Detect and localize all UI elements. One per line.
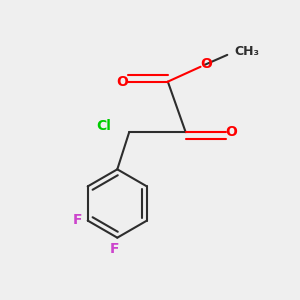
Text: O: O <box>225 125 237 139</box>
Text: O: O <box>116 75 128 88</box>
Text: F: F <box>73 213 82 227</box>
Text: O: O <box>200 57 212 71</box>
Text: F: F <box>110 242 119 256</box>
Text: CH₃: CH₃ <box>235 45 260 58</box>
Text: Cl: Cl <box>97 119 111 133</box>
